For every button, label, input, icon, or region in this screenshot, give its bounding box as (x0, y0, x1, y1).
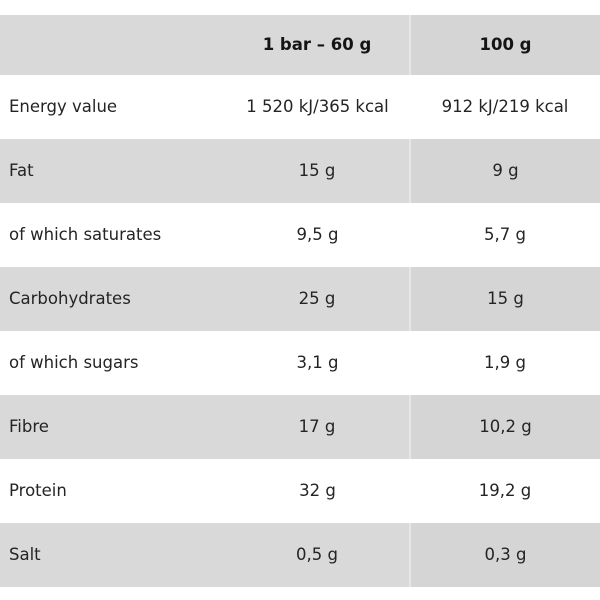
row-label: Energy value (9, 97, 118, 117)
row-label: Fibre (0, 395, 225, 459)
table-row-fat: Fat 15 g 9 g (0, 139, 600, 203)
table-row-protein: Protein 32 g 19,2 g (0, 459, 600, 523)
value-per-bar: 0,5 g (225, 523, 410, 587)
value-per-100g: 15 g (409, 267, 600, 331)
row-label: Salt (0, 523, 225, 587)
nutrition-table: 1 bar – 60 g 100 g Energy value 1 520 kJ… (0, 15, 600, 587)
row-label: Fat (0, 139, 225, 203)
value-per-bar: 15 g (225, 139, 410, 203)
table-row-salt: Salt 0,5 g 0,3 g (0, 523, 600, 587)
value-per-bar: 1 520 kJ/365 kcal (246, 97, 389, 117)
table-row-fibre: Fibre 17 g 10,2 g (0, 395, 600, 459)
value-per-bar: 25 g (225, 267, 410, 331)
value-per-100g: 1,9 g (484, 353, 526, 373)
value-per-100g: 10,2 g (409, 395, 600, 459)
row-label: of which saturates (9, 225, 162, 245)
header-row: 1 bar – 60 g 100 g (0, 15, 600, 75)
value-per-bar: 32 g (299, 481, 336, 501)
value-per-bar: 9,5 g (296, 225, 339, 245)
value-per-100g: 912 kJ/219 kcal (441, 97, 569, 117)
column-header-empty (0, 15, 225, 75)
value-per-100g: 5,7 g (484, 225, 526, 245)
table-row-energy-value: Energy value 1 520 kJ/365 kcal 912 kJ/21… (0, 75, 600, 139)
table-row-carbohydrates: Carbohydrates 25 g 15 g (0, 267, 600, 331)
row-label: of which sugars (9, 353, 139, 373)
value-per-bar: 17 g (225, 395, 410, 459)
column-header-per-bar: 1 bar – 60 g (225, 15, 410, 75)
row-label: Protein (9, 481, 67, 501)
table-row-saturates: of which saturates 9,5 g 5,7 g (0, 203, 600, 267)
value-per-100g: 19,2 g (478, 481, 532, 501)
value-per-100g: 9 g (409, 139, 600, 203)
row-label: Carbohydrates (0, 267, 225, 331)
value-per-100g: 0,3 g (409, 523, 600, 587)
table-row-sugars: of which sugars 3,1 g 1,9 g (0, 331, 600, 395)
column-header-per-100g: 100 g (409, 15, 600, 75)
value-per-bar: 3,1 g (296, 353, 339, 373)
